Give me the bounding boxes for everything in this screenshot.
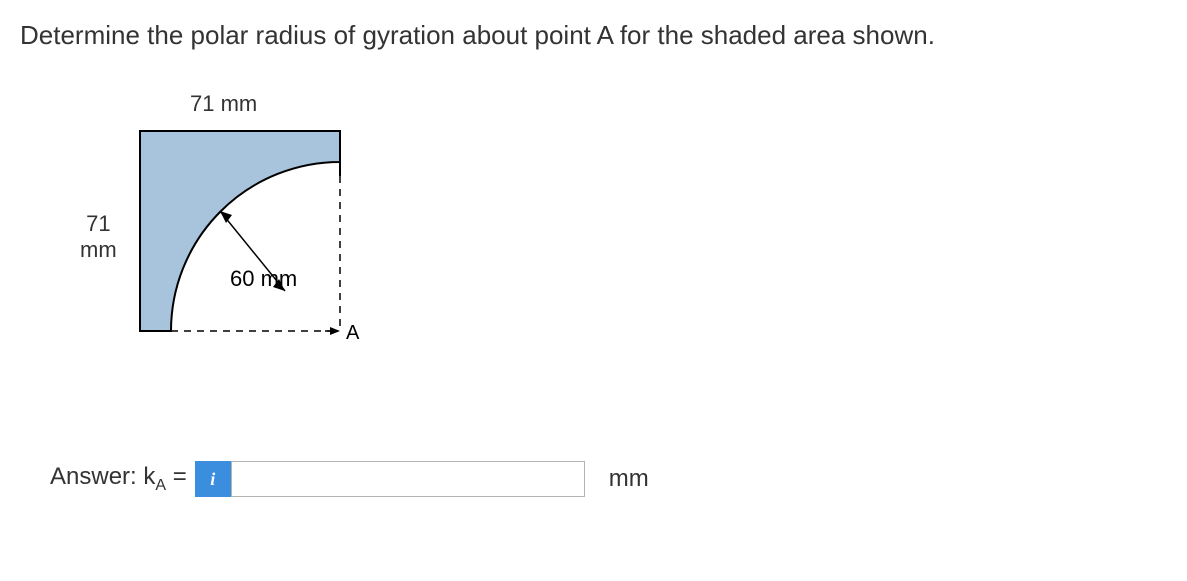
figure-area: 71 mm 71 mm 60 mm A: [50, 91, 1167, 371]
radius-label: 60 mm: [230, 266, 297, 291]
point-a-label: A: [346, 322, 360, 344]
answer-input[interactable]: [231, 461, 585, 497]
dimension-left-unit: mm: [80, 237, 117, 262]
info-icon[interactable]: i: [195, 461, 231, 497]
arrow-head-a: [330, 327, 340, 335]
shaded-region: [140, 131, 340, 331]
figure-svg: 60 mm A: [130, 121, 390, 381]
figure-wrap: 71 mm 71 mm 60 mm A: [50, 91, 370, 371]
answer-label-prefix: Answer: k: [50, 463, 155, 490]
dimension-top: 71 mm: [190, 91, 257, 117]
question-text: Determine the polar radius of gyration a…: [20, 20, 1167, 51]
answer-label: Answer: kA =: [50, 463, 187, 495]
answer-label-suffix: =: [166, 463, 187, 490]
answer-row: Answer: kA = i mm: [50, 461, 1167, 497]
answer-label-sub: A: [155, 477, 166, 494]
dimension-left-value: 71: [86, 211, 110, 236]
answer-unit: mm: [609, 465, 649, 493]
radius-arrow-head: [220, 211, 232, 223]
dimension-left: 71 mm: [80, 211, 117, 264]
